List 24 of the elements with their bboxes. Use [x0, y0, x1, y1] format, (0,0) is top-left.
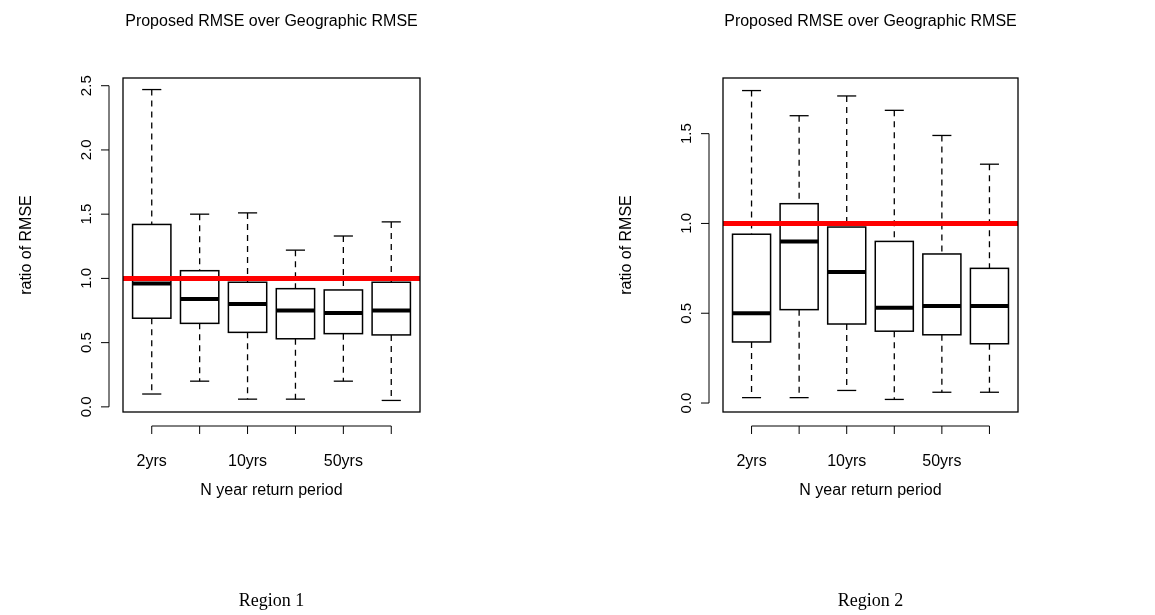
y-tick-label: 1.5	[77, 203, 94, 225]
x-tick-label: 10yrs	[827, 452, 867, 469]
x-axis-title: N year return period	[200, 481, 343, 498]
x-axis-title: N year return period	[799, 481, 942, 498]
y-tick-label: 0.5	[77, 332, 94, 354]
y-tick-label: 2.0	[77, 139, 94, 161]
chart-title: Proposed RMSE over Geographic RMSE	[125, 12, 418, 29]
text: Region 2	[837, 590, 904, 610]
y-tick-label: 0.5	[677, 302, 694, 324]
y-tick-label: 0.0	[677, 392, 694, 414]
y-tick-label: 1.0	[677, 213, 694, 234]
x-tick-label: 50yrs	[323, 452, 363, 469]
y-axis-title: ratio of RMSE	[617, 195, 634, 295]
text: Region 1	[238, 590, 305, 610]
chart-title: Proposed RMSE over Geographic RMSE	[724, 12, 1017, 29]
y-tick-label: 2.5	[77, 75, 94, 97]
y-tick-label: 1.5	[677, 123, 694, 145]
y-tick-label: 1.0	[77, 267, 94, 289]
y-axis-title: ratio of RMSE	[17, 195, 34, 295]
x-tick-label: 10yrs	[227, 452, 268, 469]
x-tick-label: 2yrs	[736, 452, 767, 469]
x-tick-label: 50yrs	[922, 452, 962, 469]
x-tick-label: 2yrs	[136, 452, 167, 469]
y-tick-label: 0.0	[77, 396, 94, 418]
